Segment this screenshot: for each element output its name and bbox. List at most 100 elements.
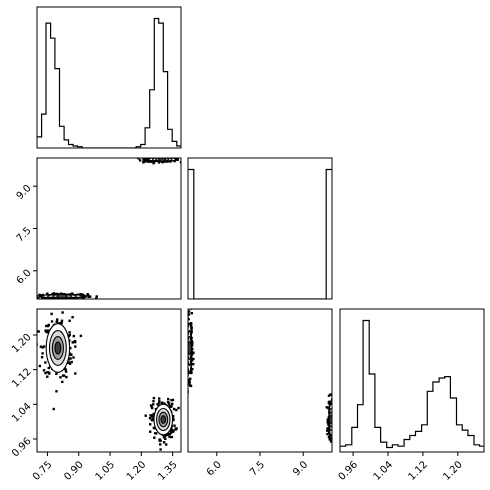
scatter-point	[74, 372, 77, 375]
scatter-point	[162, 441, 166, 444]
scatter-point	[330, 436, 332, 440]
scatter-point	[64, 370, 68, 373]
scatter-point	[47, 371, 51, 374]
scatter-point	[46, 292, 49, 295]
scatter-point	[46, 329, 50, 332]
scatter-point	[70, 360, 73, 364]
scatter-point	[44, 361, 47, 364]
scatter-point	[59, 376, 62, 379]
scatter-point	[325, 406, 328, 409]
scatter-point	[68, 331, 71, 334]
scatter-point	[41, 346, 44, 349]
scatter-point	[176, 158, 179, 161]
scatter-point	[333, 413, 335, 415]
scatter-point	[71, 341, 74, 344]
scatter-point	[161, 160, 164, 164]
scatter-point	[188, 371, 190, 374]
panel-scatter-3-1: 0.75 0.90 1.05 1.20 1.35 0.96 1.04 1.12 1.20	[10, 308, 182, 483]
scatter-point	[86, 293, 89, 296]
contour-level-3	[328, 415, 332, 424]
panel-content	[188, 168, 332, 299]
scatter-point	[185, 365, 187, 367]
scatter-point	[166, 433, 169, 437]
scatter-point	[333, 420, 335, 422]
scatter-point	[158, 438, 161, 441]
scatter-point	[333, 410, 335, 412]
scatter-point	[177, 406, 180, 410]
scatter-point	[174, 428, 177, 431]
scatter-point	[157, 155, 159, 157]
scatter-point	[168, 435, 171, 439]
scatter-point	[333, 415, 335, 417]
scatter-point	[332, 439, 334, 441]
cluster-1	[137, 155, 181, 165]
scatter-point	[330, 440, 332, 443]
scatter-point	[165, 443, 168, 446]
scatter-point	[34, 296, 36, 298]
scatter-point	[168, 404, 172, 408]
scatter-point	[189, 377, 192, 380]
panel-content	[340, 319, 484, 449]
scatter-point	[159, 443, 162, 446]
scatter-point	[334, 422, 336, 424]
x-tick-label: 1.05	[94, 459, 118, 483]
scatter-point	[179, 161, 181, 164]
scatter-point	[192, 357, 195, 361]
scatter-point	[334, 428, 336, 430]
scatter-point	[167, 400, 170, 404]
scatter-point	[47, 366, 50, 370]
contour-level-3	[56, 293, 68, 299]
panel-content	[37, 311, 180, 451]
scatter-point	[333, 424, 335, 426]
scatter-point	[47, 323, 50, 327]
scatter-point	[71, 316, 74, 319]
cluster-0	[37, 311, 83, 411]
scatter-point	[183, 344, 185, 346]
contour-level-3	[160, 415, 167, 424]
histogram-step-line	[340, 319, 484, 449]
scatter-point	[39, 345, 43, 348]
scatter-point	[149, 414, 152, 417]
scatter-point	[333, 405, 335, 407]
scatter-point	[332, 403, 334, 405]
y-tick-label: 1.20	[10, 332, 34, 356]
y-tick-label: 1.04	[10, 401, 34, 425]
scatter-point	[154, 432, 157, 435]
scatter-point	[171, 398, 175, 402]
scatter-point	[152, 162, 155, 165]
scatter-point	[190, 371, 193, 374]
scatter-point	[61, 380, 64, 384]
scatter-point	[65, 375, 68, 379]
y-tick-label: 7.5	[15, 225, 34, 244]
scatter-point	[173, 424, 176, 427]
scatter-point	[40, 356, 44, 359]
scatter-point	[46, 375, 49, 378]
scatter-point	[189, 384, 193, 388]
scatter-point	[328, 438, 331, 441]
x-tick-label: 0.90	[62, 459, 86, 483]
scatter-point	[188, 306, 190, 308]
contour-level-3	[158, 158, 167, 162]
scatter-point	[332, 413, 334, 415]
scatter-point	[152, 426, 156, 430]
scatter-point	[152, 418, 155, 422]
panel-content	[37, 17, 181, 148]
scatter-point	[167, 402, 171, 405]
scatter-point	[192, 363, 195, 366]
scatter-point	[170, 435, 174, 439]
scatter-point	[191, 367, 194, 371]
x-tick-label: 7.5	[248, 459, 267, 478]
scatter-point	[145, 159, 148, 162]
x-tick-label: 0.75	[31, 459, 55, 483]
scatter-point	[81, 294, 85, 297]
x-tick-label: 0.96	[337, 459, 361, 483]
panel-hist-2	[187, 157, 333, 300]
scatter-point	[41, 293, 44, 297]
y-tick-label: 9.0	[15, 183, 34, 202]
scatter-point	[333, 407, 335, 409]
x-tick-label: 1.35	[156, 459, 180, 483]
scatter-point	[45, 324, 48, 328]
scatter-point	[45, 330, 48, 333]
scatter-point	[333, 407, 335, 409]
scatter-point	[68, 319, 71, 322]
